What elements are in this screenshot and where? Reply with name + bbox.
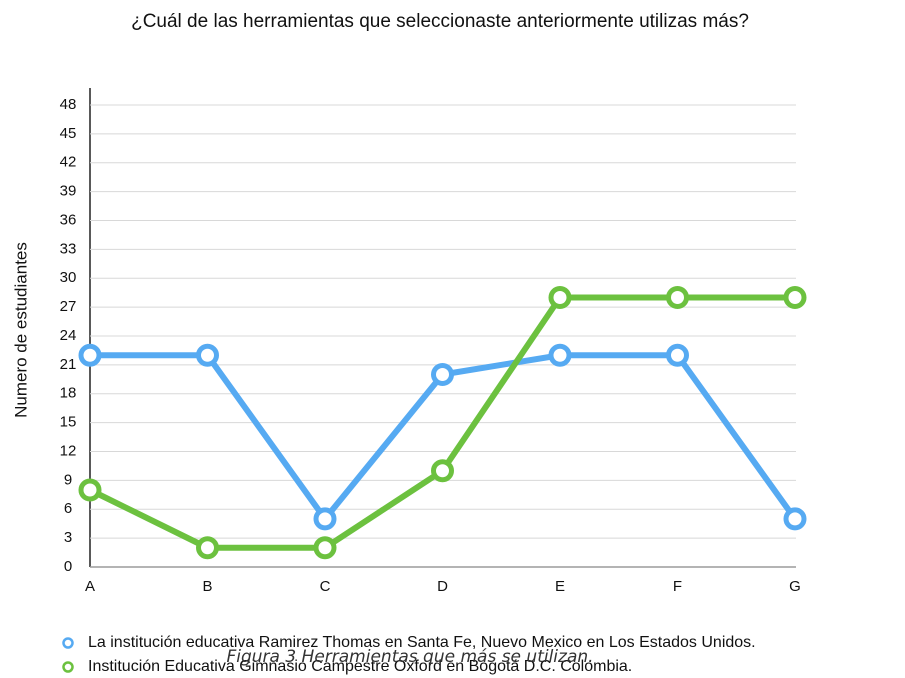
y-tick-label: 33	[60, 240, 77, 257]
y-tick-label: 6	[64, 500, 72, 517]
point	[196, 343, 219, 367]
y-tick-label: 27	[60, 298, 77, 315]
y-tick-label: 3	[64, 529, 72, 546]
y-tick-label: 42	[60, 154, 77, 171]
legend-marker	[62, 661, 74, 673]
y-tick-label: 45	[60, 125, 77, 142]
y-tick-label: 48	[60, 96, 77, 113]
point	[313, 536, 337, 560]
y-tick-label: 24	[60, 327, 77, 344]
y-tick-label: 9	[64, 471, 72, 488]
point	[783, 507, 807, 531]
chart-title: ¿Cuál de las herramientas que selecciona…	[131, 11, 749, 32]
x-tick-label: C	[320, 578, 331, 595]
point	[78, 478, 102, 502]
y-tick-label: 21	[60, 356, 77, 373]
y-tick-label: 18	[60, 385, 77, 402]
point	[313, 507, 337, 531]
point	[548, 286, 572, 309]
y-axis-label: Numero de estudiantes	[11, 242, 30, 418]
x-tick-label: G	[789, 578, 801, 595]
legend-marker	[62, 637, 74, 649]
x-tick-label: F	[673, 578, 682, 595]
legend-label: Institución Educativa Gimnasio Campestre…	[88, 658, 632, 675]
point	[78, 343, 102, 367]
y-tick-label: 15	[60, 414, 77, 431]
y-tick-label: 0	[64, 558, 72, 575]
x-tick-label: B	[202, 578, 212, 595]
point	[666, 343, 689, 367]
y-tick-label: 12	[60, 442, 77, 459]
legend-label: La institución educativa Ramirez Thomas …	[88, 634, 756, 651]
point	[548, 343, 572, 367]
y-tick-label: 39	[60, 183, 77, 200]
y-tick-label: 36	[60, 211, 77, 228]
x-tick-label: D	[437, 578, 448, 595]
y-tick-label: 30	[60, 269, 77, 286]
x-tick-label: E	[555, 578, 565, 595]
point	[783, 286, 807, 309]
point	[431, 459, 454, 483]
caption: Figura 3 Herramientas que más se utiliza…	[226, 647, 593, 667]
point	[196, 536, 219, 560]
x-tick-label: A	[85, 578, 95, 595]
point	[431, 363, 454, 386]
point	[666, 286, 689, 309]
